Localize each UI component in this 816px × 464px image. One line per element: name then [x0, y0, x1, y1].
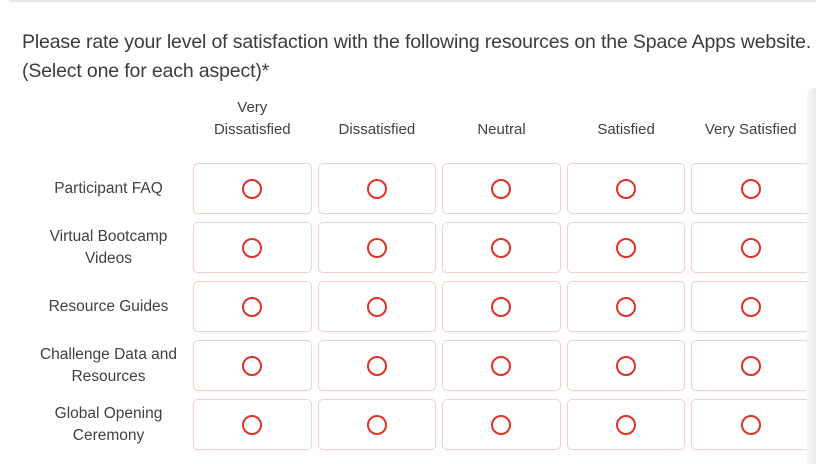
- radio-cell[interactable]: [566, 222, 686, 273]
- radio-button[interactable]: [242, 355, 263, 376]
- row-label: Resource Guides: [48, 297, 169, 315]
- radio-button[interactable]: [366, 414, 387, 435]
- radio-cell[interactable]: [193, 222, 312, 273]
- radio-button[interactable]: [491, 355, 512, 376]
- column-header: Very Dissatisfied: [213, 99, 291, 138]
- row-label: Virtual Bootcamp Videos: [49, 228, 168, 267]
- radio-cell[interactable]: [317, 281, 437, 332]
- radio-cell[interactable]: [691, 222, 810, 273]
- radio-cell[interactable]: [193, 163, 312, 214]
- radio-button[interactable]: [491, 414, 512, 435]
- radio-cell[interactable]: [317, 399, 437, 450]
- satisfaction-matrix: Very Dissatisfied Dissatisfied Neutral Sati…: [0, 97, 810, 450]
- row-label: Participant FAQ: [54, 179, 163, 197]
- radio-button[interactable]: [491, 237, 512, 258]
- radio-button[interactable]: [366, 178, 387, 199]
- radio-button[interactable]: [616, 414, 637, 435]
- radio-cell[interactable]: [566, 340, 686, 391]
- radio-button[interactable]: [616, 178, 637, 199]
- radio-cell[interactable]: [566, 163, 686, 214]
- radio-button[interactable]: [616, 296, 637, 317]
- radio-button[interactable]: [491, 296, 512, 317]
- radio-cell[interactable]: [691, 399, 810, 450]
- radio-cell[interactable]: [566, 399, 686, 450]
- matrix-body: Participant FAQ Virtual Bootcamp Videos Re…: [0, 163, 810, 450]
- radio-cell[interactable]: [317, 163, 437, 214]
- radio-cell[interactable]: [442, 163, 561, 214]
- radio-cell[interactable]: [193, 399, 312, 450]
- column-header: Satisfied: [597, 120, 655, 138]
- radio-cell[interactable]: [193, 281, 312, 332]
- row-label: Challenge Data and Resources: [39, 346, 178, 385]
- radio-button[interactable]: [616, 355, 637, 376]
- radio-cell[interactable]: [442, 222, 561, 273]
- radio-button[interactable]: [366, 355, 387, 376]
- radio-button[interactable]: [242, 237, 263, 258]
- radio-button[interactable]: [740, 237, 761, 258]
- radio-button[interactable]: [616, 237, 637, 258]
- column-header: Dissatisfied: [338, 120, 416, 138]
- question-title: Please rate your level of satisfaction w…: [22, 31, 812, 82]
- row-label: Global Opening Ceremony: [54, 405, 163, 444]
- radio-button[interactable]: [740, 355, 761, 376]
- radio-cell[interactable]: [193, 340, 312, 391]
- column-header: Very Satisfied: [704, 120, 797, 138]
- column-header: Neutral: [477, 120, 526, 138]
- matrix-header-row: Very Dissatisfied Dissatisfied Neutral Sati…: [0, 97, 810, 140]
- radio-cell[interactable]: [317, 340, 437, 391]
- radio-button[interactable]: [242, 296, 263, 317]
- radio-button[interactable]: [740, 296, 761, 317]
- radio-button[interactable]: [740, 178, 761, 199]
- radio-cell[interactable]: [691, 340, 810, 391]
- radio-cell[interactable]: [566, 281, 686, 332]
- radio-button[interactable]: [740, 414, 761, 435]
- radio-button[interactable]: [491, 178, 512, 199]
- vertical-scrollbar-thumb[interactable]: [807, 88, 816, 464]
- radio-cell[interactable]: [691, 281, 810, 332]
- section-divider: [9, 0, 816, 2]
- radio-button[interactable]: [242, 178, 263, 199]
- radio-button[interactable]: [366, 237, 387, 258]
- radio-cell[interactable]: [442, 399, 561, 450]
- radio-cell[interactable]: [442, 340, 561, 391]
- radio-cell[interactable]: [317, 222, 437, 273]
- radio-cell[interactable]: [442, 281, 561, 332]
- radio-button[interactable]: [366, 296, 387, 317]
- radio-cell[interactable]: [691, 163, 810, 214]
- radio-button[interactable]: [242, 414, 263, 435]
